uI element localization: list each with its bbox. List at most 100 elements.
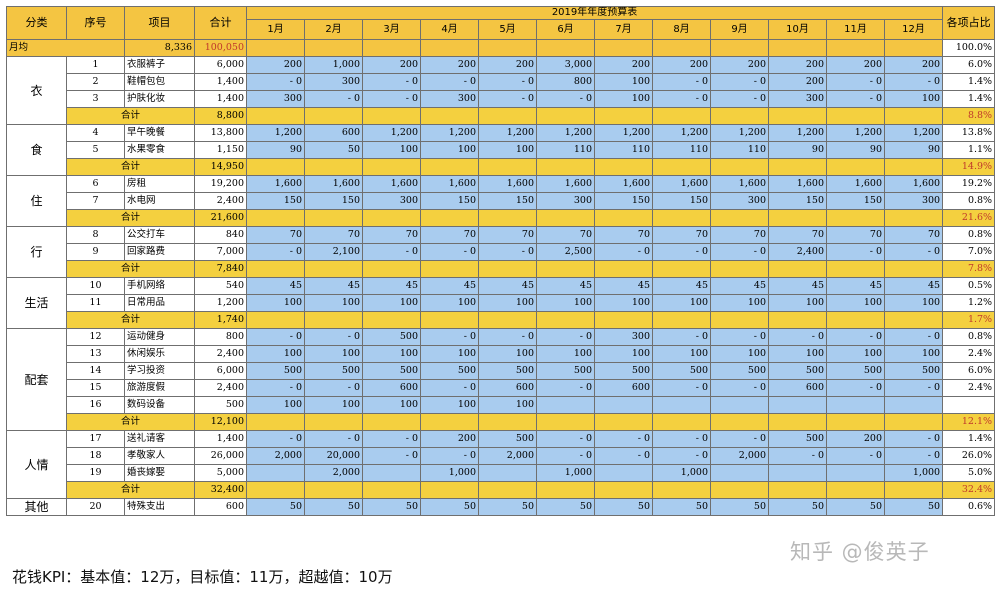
month-value-cell: 45 <box>883 277 944 295</box>
month-value-cell: 110 <box>652 141 711 159</box>
month-value-cell: 45 <box>594 277 653 295</box>
month-value-cell: - 0 <box>594 447 653 465</box>
avg-blank <box>652 39 711 57</box>
month-value-cell: 45 <box>652 277 711 295</box>
share-cell <box>942 396 996 414</box>
month-value-cell: 500 <box>536 362 595 380</box>
month-value-cell: 100 <box>710 345 769 363</box>
table-row: 13 休闲娱乐 2,400 100 100 100 100 100 100 100 100 100 10… <box>7 345 996 363</box>
total-cell: 26,000 <box>194 447 247 465</box>
month-value-cell: 70 <box>246 226 305 244</box>
avg-blank <box>768 39 827 57</box>
avg-share: 100.0% <box>942 39 996 57</box>
subtotal-blank <box>246 413 305 431</box>
month-header: 9月 <box>710 19 769 40</box>
month-value-cell: 90 <box>246 141 305 159</box>
month-value-cell: - 0 <box>304 430 363 448</box>
total-cell: 2,400 <box>194 379 247 397</box>
month-value-cell: 500 <box>478 430 537 448</box>
month-value-cell: 1,200 <box>710 124 769 142</box>
month-value-cell: - 0 <box>883 379 944 397</box>
subtotal-row: 合计 8,800 8.8% <box>7 107 996 125</box>
month-value-cell: 200 <box>594 56 653 74</box>
subtotal-blank <box>420 158 479 176</box>
month-value-cell: 45 <box>478 277 537 295</box>
month-value-cell: 100 <box>246 294 305 312</box>
month-value-cell: 150 <box>420 192 479 210</box>
subtotal-row: 合计 14,950 14.9% <box>7 158 996 176</box>
subtotal-blank <box>362 107 421 125</box>
subtotal-total: 7,840 <box>194 260 247 278</box>
avg-total: 100,050 <box>194 39 247 57</box>
month-value-cell: 100 <box>478 294 537 312</box>
table-row: 住 6 房租 19,200 1,600 1,600 1,600 1,600 1,600 1,600… <box>6 175 996 227</box>
month-value-cell: - 0 <box>768 447 827 465</box>
avg-blank <box>246 39 305 57</box>
month-value-cell: 300 <box>246 90 305 108</box>
category-cell: 配套 <box>6 328 67 431</box>
month-value-cell: - 0 <box>304 379 363 397</box>
subtotal-blank <box>594 311 653 329</box>
seq-cell: 17 <box>66 430 125 448</box>
month-value-cell: - 0 <box>594 430 653 448</box>
total-cell: 540 <box>194 277 247 295</box>
subtotal-blank <box>304 413 363 431</box>
month-value-cell: - 0 <box>710 379 769 397</box>
subtotal-blank <box>652 209 711 227</box>
share-cell: 7.0% <box>942 243 996 261</box>
subtotal-blank <box>883 413 944 431</box>
total-cell: 13,800 <box>194 124 247 142</box>
month-value-cell: 200 <box>420 56 479 74</box>
category-cell: 生活 <box>6 277 67 329</box>
subtotal-total: 8,800 <box>194 107 247 125</box>
item-cell: 水电网 <box>124 192 195 210</box>
month-value-cell: 70 <box>304 226 363 244</box>
subtotal-blank <box>304 209 363 227</box>
month-value-cell: - 0 <box>768 328 827 346</box>
month-value-cell: 110 <box>710 141 769 159</box>
table-body: 月均 8,336 100,050 100.0% 衣 1 衣服裤子 6,000 200 1,000 2… <box>6 39 996 516</box>
table-title: 2019年年度预算表 <box>245 6 944 20</box>
seq-cell: 5 <box>66 141 125 159</box>
month-value-cell: 200 <box>883 56 944 74</box>
month-value-cell: 500 <box>594 362 653 380</box>
month-value-cell <box>652 396 711 414</box>
month-value-cell: - 0 <box>362 90 421 108</box>
month-value-cell <box>883 396 944 414</box>
month-value-cell: - 0 <box>826 90 885 108</box>
subtotal-blank <box>768 107 827 125</box>
item-cell: 孝敬家人 <box>124 447 195 465</box>
month-value-cell: - 0 <box>536 447 595 465</box>
month-value-cell: 500 <box>768 362 827 380</box>
subtotal-blank <box>710 209 769 227</box>
subtotal-blank <box>826 158 885 176</box>
month-value-cell <box>246 464 305 482</box>
subtotal-blank <box>594 413 653 431</box>
subtotal-blank <box>304 260 363 278</box>
month-value-cell: 200 <box>768 73 827 91</box>
seq-cell: 1 <box>66 56 125 74</box>
month-value-cell: - 0 <box>478 90 537 108</box>
share-cell: 13.8% <box>942 124 996 142</box>
subtotal-blank <box>536 209 595 227</box>
month-value-cell: 1,600 <box>478 175 537 193</box>
month-value-cell: 100 <box>594 73 653 91</box>
month-value-cell: 2,000 <box>710 447 769 465</box>
subtotal-label: 合计 <box>66 413 195 431</box>
subtotal-blank <box>536 311 595 329</box>
subtotal-total: 1,740 <box>194 311 247 329</box>
avg-blank <box>362 39 421 57</box>
subtotal-blank <box>652 413 711 431</box>
month-value-cell: 500 <box>768 430 827 448</box>
month-value-cell: 300 <box>594 328 653 346</box>
month-value-cell: - 0 <box>826 328 885 346</box>
month-value-cell: 100 <box>420 345 479 363</box>
subtotal-blank <box>826 481 885 499</box>
budget-table: 分类 序号 项目 合计 2019年年度预算表 各项占比 1月 2月 3月 4月 5月 6月… <box>6 6 996 516</box>
item-cell: 鞋帽包包 <box>124 73 195 91</box>
month-header: 2月 <box>304 19 363 40</box>
seq-cell: 7 <box>66 192 125 210</box>
month-value-cell: - 0 <box>420 328 479 346</box>
month-header: 1月 <box>246 19 305 40</box>
month-value-cell: 100 <box>768 294 827 312</box>
